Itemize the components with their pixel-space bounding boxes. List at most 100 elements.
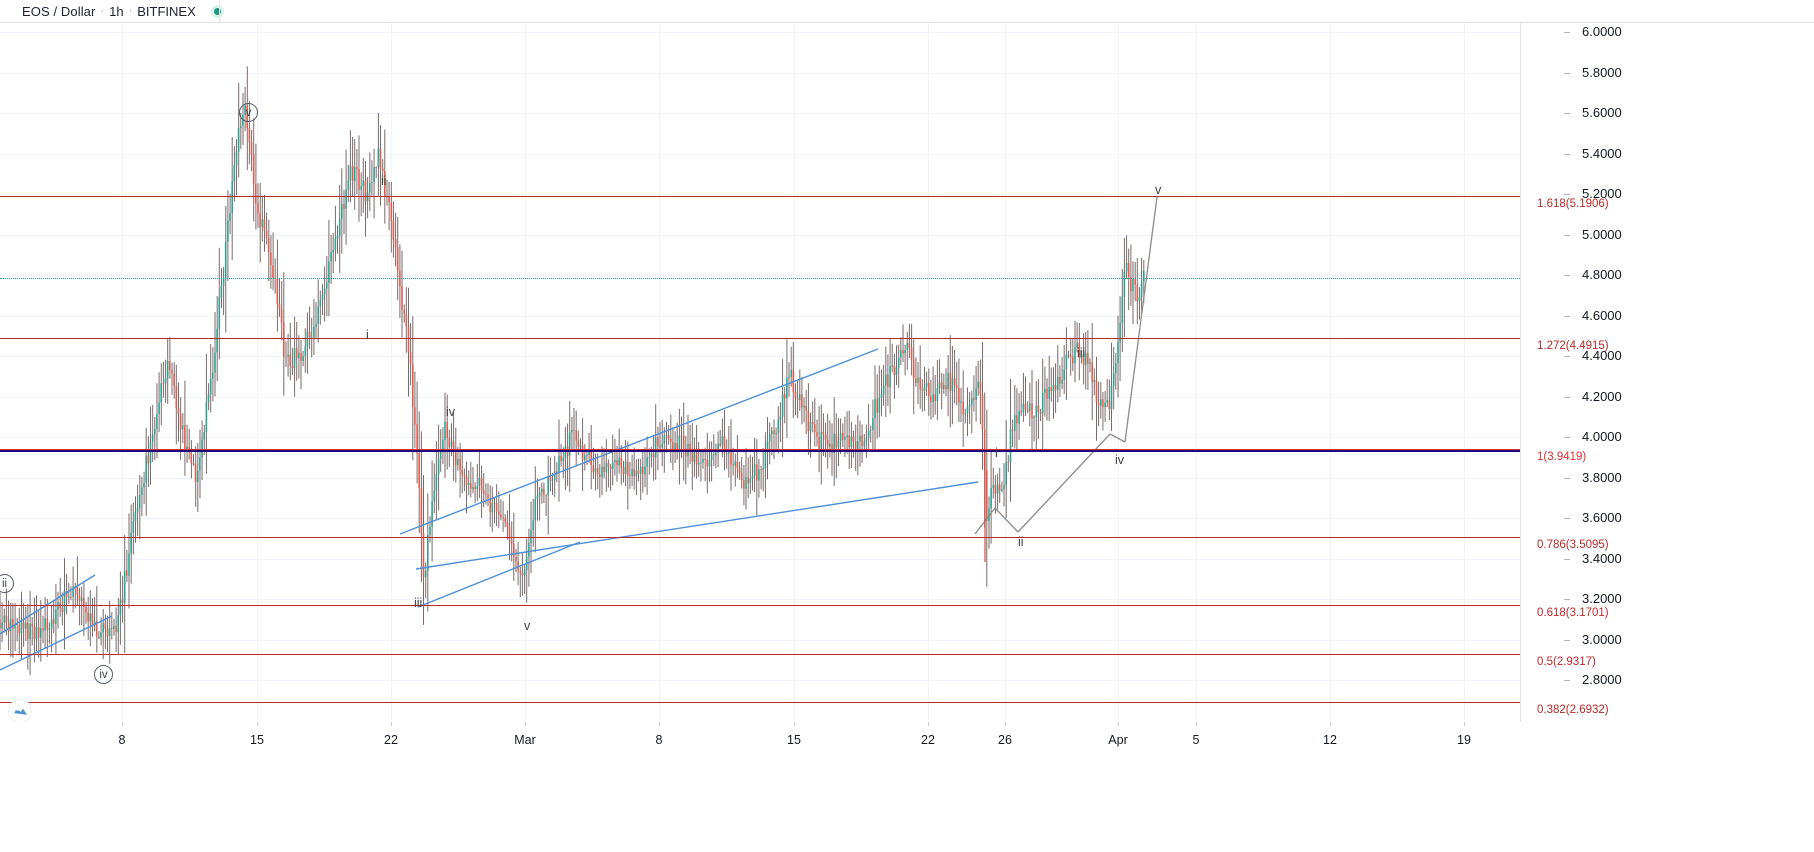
- symbol-info[interactable]: EOS / Dollar · 1h · BITFINEX: [22, 2, 224, 20]
- channel-line-mid-inner[interactable]: [415, 481, 979, 570]
- candle-body: [1029, 403, 1031, 412]
- chart-plot-area[interactable]: v ii iv ii i iv iii v i ii iii iv v: [0, 22, 1520, 722]
- gridline-vertical: [525, 22, 526, 722]
- candle-body: [691, 449, 694, 462]
- fib-level-line[interactable]: [0, 337, 1520, 339]
- candle-body: [1076, 342, 1078, 348]
- candle-body: [467, 483, 470, 485]
- candle-body: [928, 382, 930, 397]
- wave-projection-5[interactable]: [1124, 196, 1158, 443]
- candle-body: [1127, 262, 1130, 278]
- candle-body: [218, 297, 221, 329]
- candle-body: [291, 365, 294, 369]
- channel-line-lower-mid[interactable]: [417, 541, 581, 608]
- candle-body: [231, 181, 233, 214]
- price-tick: [1564, 32, 1570, 34]
- price-tick: [1564, 356, 1570, 358]
- candle-body: [592, 465, 595, 473]
- candle-body: [564, 446, 567, 459]
- candle-body: [1007, 462, 1010, 463]
- channel-line-upper-mid[interactable]: [399, 348, 879, 535]
- candle-body: [910, 347, 913, 360]
- fib-level-line[interactable]: [0, 536, 1520, 538]
- candle-body: [721, 436, 724, 446]
- candle-body: [283, 322, 285, 357]
- candle-body: [543, 488, 545, 495]
- candle-body: [270, 252, 272, 266]
- candle-body: [323, 288, 326, 295]
- fib-level-line[interactable]: [0, 449, 1520, 451]
- candle-body: [1009, 429, 1012, 463]
- gridline-horizontal: [0, 477, 1520, 479]
- price-tick-label: 5.8000: [1582, 64, 1622, 80]
- candle-body: [407, 326, 410, 353]
- candle-body: [652, 453, 655, 458]
- time-axis[interactable]: 8 15 22 Mar 8 15 22 26 Apr 5 12 19: [0, 722, 1814, 758]
- candle-body: [394, 238, 397, 247]
- candle-body: [267, 237, 270, 253]
- fib-level-line[interactable]: [0, 605, 1520, 607]
- time-tick: [794, 722, 795, 726]
- price-tick-label: 3.8000: [1582, 469, 1622, 485]
- candle-body: [1140, 281, 1143, 297]
- symbol-separator-2: ·: [128, 5, 133, 17]
- channel-line-lower-left[interactable]: [0, 615, 113, 671]
- pivot-level-line[interactable]: [0, 449, 1520, 452]
- candle-body: [568, 432, 571, 456]
- candle-body: [130, 532, 132, 554]
- candle-body: [119, 599, 122, 616]
- candle-body: [650, 453, 653, 457]
- channel-line-upper-left[interactable]: [0, 574, 96, 635]
- tradingview-logo-icon[interactable]: [8, 699, 32, 722]
- fib-level-line[interactable]: [0, 653, 1520, 655]
- candle-body: [46, 618, 49, 630]
- candle-body: [857, 441, 859, 450]
- candle-body: [1108, 400, 1111, 409]
- candle-body: [996, 484, 999, 494]
- candle-body: [654, 437, 657, 458]
- candle-body: [194, 463, 197, 483]
- candle-body: [405, 313, 408, 327]
- candle-body: [908, 343, 911, 348]
- fib-level-line[interactable]: [0, 196, 1520, 198]
- interval-label[interactable]: 1h: [109, 3, 124, 19]
- candle-body: [418, 453, 420, 489]
- candle-body: [403, 309, 405, 314]
- candle-body: [1089, 362, 1091, 364]
- candle-body: [409, 352, 412, 364]
- fib-level-line[interactable]: [0, 702, 1520, 704]
- candle-body: [212, 372, 214, 379]
- candle-body: [831, 443, 833, 454]
- wave-projection-2[interactable]: [994, 507, 1019, 533]
- candle-body: [753, 464, 756, 476]
- candle-body: [1050, 387, 1053, 392]
- fib-level-label: 1(3.9419): [1537, 451, 1587, 464]
- candle-body: [745, 477, 747, 489]
- candle-body: [579, 445, 582, 447]
- candle-body: [18, 624, 21, 634]
- candle-body: [319, 300, 322, 307]
- candle-body: [839, 433, 842, 441]
- candle-body: [575, 430, 577, 441]
- axis-separator: [1520, 22, 1521, 752]
- candle-body: [510, 539, 513, 544]
- candle-body: [1033, 416, 1035, 418]
- candle-body: [20, 622, 23, 634]
- price-axis[interactable]: USD 6.00005.80005.60005.40005.20005.0000…: [1520, 22, 1814, 722]
- fib-level-label: 0.618(3.1701): [1537, 607, 1609, 620]
- candle-body: [388, 196, 390, 203]
- market-open-dot-icon[interactable]: [210, 4, 224, 18]
- candle-body: [1018, 411, 1020, 424]
- candle-body: [781, 394, 784, 417]
- time-tick: [1464, 722, 1465, 726]
- wave-label: i: [366, 328, 369, 342]
- drawing-overlay[interactable]: [0, 22, 1520, 722]
- candle-body: [113, 625, 115, 629]
- candle-body: [530, 530, 532, 544]
- candle-body: [762, 468, 764, 470]
- price-tick: [1564, 477, 1570, 479]
- candle-body: [229, 213, 231, 221]
- wave-projection-4[interactable]: [1109, 433, 1126, 443]
- chart-header: EOS / Dollar · 1h · BITFINEX: [0, 0, 1814, 23]
- candle-body: [588, 451, 590, 455]
